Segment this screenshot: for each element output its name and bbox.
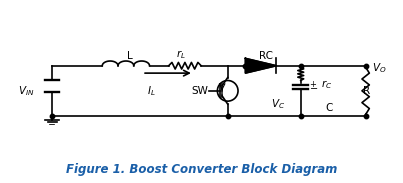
Polygon shape	[245, 58, 276, 73]
Text: $r_L$: $r_L$	[176, 48, 186, 61]
Text: $V_O$: $V_O$	[372, 61, 386, 75]
Text: +: +	[310, 80, 316, 89]
Text: −: −	[310, 84, 318, 94]
Text: Figure 1. Boost Converter Block Diagram: Figure 1. Boost Converter Block Diagram	[66, 163, 337, 176]
Text: L: L	[127, 51, 133, 61]
Text: R: R	[363, 86, 370, 96]
Text: C: C	[326, 103, 333, 113]
Text: $I_L$: $I_L$	[147, 84, 156, 98]
Text: RC: RC	[259, 51, 273, 61]
Text: $r_C$: $r_C$	[321, 79, 332, 91]
Text: SW: SW	[192, 86, 208, 96]
Text: $V_{IN}$: $V_{IN}$	[18, 84, 34, 98]
Text: $V_C$: $V_C$	[271, 97, 285, 111]
